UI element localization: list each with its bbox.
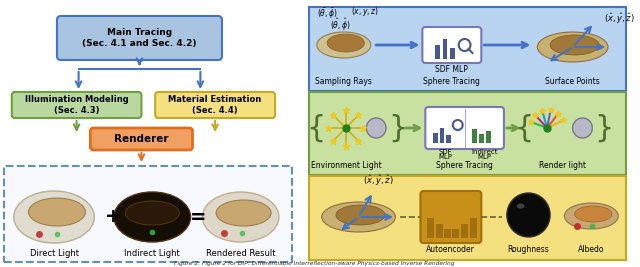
Text: Environment Light: Environment Light: [312, 162, 382, 171]
Text: +: +: [105, 207, 121, 226]
Text: {: {: [514, 113, 533, 143]
FancyBboxPatch shape: [90, 128, 193, 150]
Ellipse shape: [550, 35, 599, 55]
Bar: [427, 218, 434, 238]
Ellipse shape: [336, 205, 385, 225]
Text: SDF: SDF: [438, 149, 452, 155]
Text: Indirect Light: Indirect Light: [124, 249, 180, 258]
Ellipse shape: [317, 32, 371, 58]
Bar: [452, 229, 460, 238]
Bar: [451, 48, 455, 59]
Text: Render light: Render light: [540, 162, 586, 171]
Bar: [486, 131, 491, 143]
Text: Rendered Result: Rendered Result: [206, 249, 275, 258]
Text: Direct Light: Direct Light: [29, 249, 79, 258]
Text: Sphere Tracing: Sphere Tracing: [424, 77, 480, 87]
Ellipse shape: [114, 192, 191, 242]
Ellipse shape: [327, 34, 364, 52]
Bar: [447, 135, 451, 143]
Ellipse shape: [216, 200, 271, 226]
Bar: [435, 45, 440, 59]
FancyBboxPatch shape: [422, 27, 481, 63]
Ellipse shape: [322, 202, 396, 232]
FancyBboxPatch shape: [57, 16, 222, 60]
Ellipse shape: [29, 198, 86, 226]
Text: SDF MLP: SDF MLP: [435, 65, 468, 74]
Text: $(\hat{x},\hat{y},\hat{z})$: $(\hat{x},\hat{y},\hat{z})$: [604, 12, 635, 26]
Ellipse shape: [538, 32, 608, 62]
Bar: [309, 7, 626, 91]
Bar: [461, 224, 468, 238]
Text: $(x,y,z)$: $(x,y,z)$: [351, 5, 380, 18]
Text: Main Tracing
(Sec. 4.1 and Sec. 4.2): Main Tracing (Sec. 4.1 and Sec. 4.2): [82, 28, 196, 48]
Circle shape: [573, 118, 592, 138]
Text: }: }: [595, 113, 614, 143]
Ellipse shape: [202, 192, 279, 242]
Bar: [436, 224, 442, 238]
Text: Renderer: Renderer: [114, 134, 169, 144]
Bar: [440, 128, 445, 143]
Text: $(\hat{\theta},\hat{\phi})$: $(\hat{\theta},\hat{\phi})$: [330, 17, 351, 33]
Text: Sampling Rays: Sampling Rays: [316, 77, 372, 87]
Text: Material Estimation
(Sec. 4.4): Material Estimation (Sec. 4.4): [168, 95, 262, 115]
Text: =: =: [190, 207, 207, 226]
Bar: [445, 229, 451, 238]
Bar: [4, 166, 292, 262]
Ellipse shape: [564, 203, 618, 229]
FancyBboxPatch shape: [12, 92, 141, 118]
Circle shape: [366, 118, 386, 138]
Text: {: {: [307, 113, 326, 143]
Bar: [470, 218, 477, 238]
Ellipse shape: [575, 206, 612, 222]
Text: Albedo: Albedo: [578, 245, 605, 254]
Ellipse shape: [13, 191, 94, 243]
Circle shape: [507, 193, 550, 237]
Text: }: }: [388, 113, 408, 143]
Text: Surface Points: Surface Points: [545, 77, 600, 87]
Text: Roughness: Roughness: [508, 245, 549, 254]
Bar: [472, 129, 477, 143]
Bar: [309, 176, 626, 260]
Text: Sphere Tracing: Sphere Tracing: [436, 162, 493, 171]
Bar: [479, 134, 484, 143]
Text: Illumination Modeling
(Sec. 4.3): Illumination Modeling (Sec. 4.3): [25, 95, 129, 115]
Text: Indirect: Indirect: [471, 149, 497, 155]
Bar: [433, 133, 438, 143]
Text: Autoencoder: Autoencoder: [426, 245, 476, 254]
FancyBboxPatch shape: [426, 107, 504, 149]
FancyBboxPatch shape: [420, 191, 481, 243]
Text: $(\hat{x},\hat{y},\hat{z})$: $(\hat{x},\hat{y},\hat{z})$: [363, 174, 394, 188]
Text: MLP: MLP: [438, 154, 452, 160]
Text: Figure 2: Figure 2 for DIP: Differentiable Interreflection-aware Physics-based I: Figure 2: Figure 2 for DIP: Differentiab…: [174, 261, 454, 265]
Ellipse shape: [516, 203, 525, 209]
Ellipse shape: [125, 201, 179, 225]
FancyBboxPatch shape: [156, 92, 275, 118]
Bar: [442, 39, 447, 59]
Bar: [309, 92, 626, 175]
Text: $(\bar{\theta},\bar{\phi})$: $(\bar{\theta},\bar{\phi})$: [317, 7, 337, 21]
Text: MLP: MLP: [477, 154, 492, 160]
